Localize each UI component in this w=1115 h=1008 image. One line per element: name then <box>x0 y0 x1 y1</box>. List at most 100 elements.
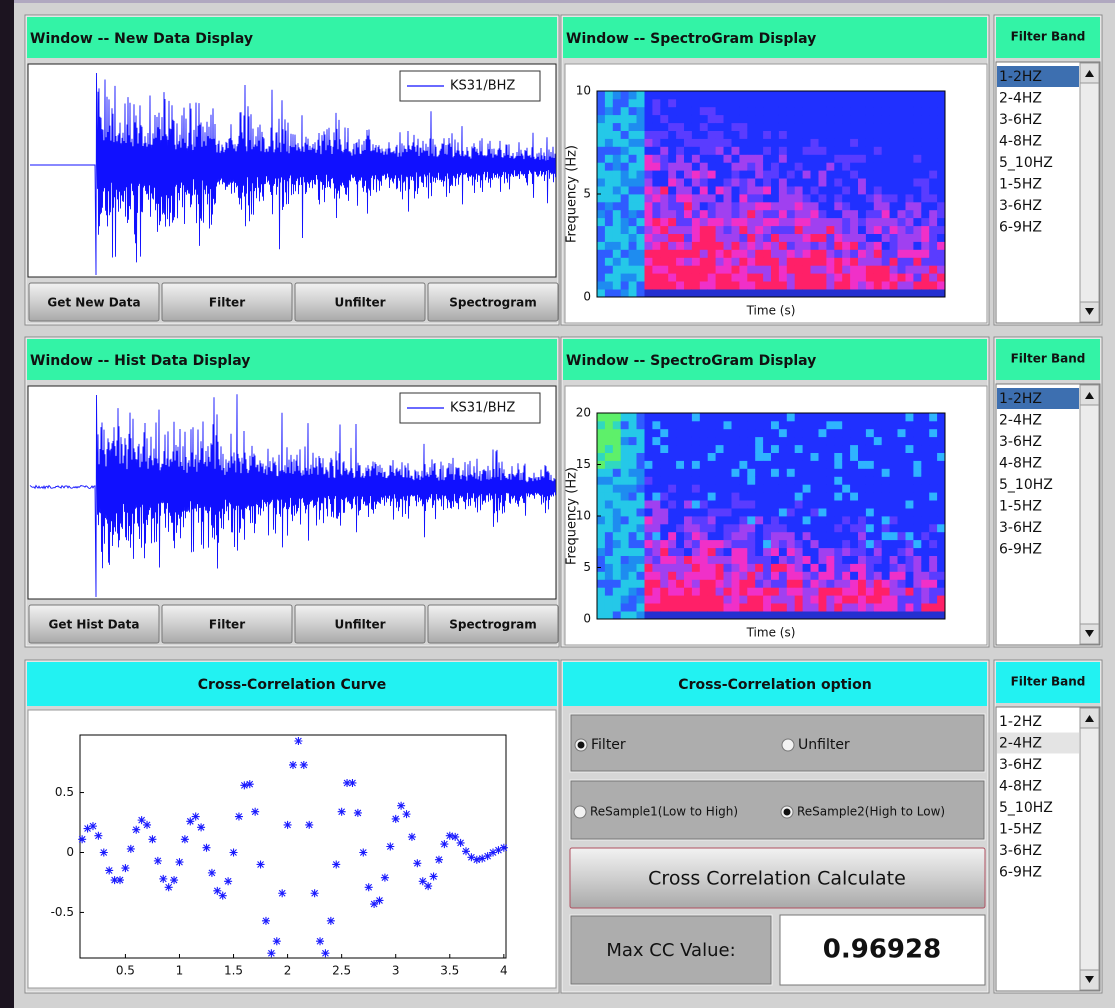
spectrogram-cell <box>819 587 827 595</box>
spectrogram-cell <box>637 469 645 477</box>
spectrogram-cell <box>660 178 668 186</box>
filter-band-item[interactable]: 3-6HZ <box>999 434 1042 450</box>
button-label[interactable]: Get Hist Data <box>48 618 139 632</box>
spectrogram-cell <box>676 516 684 524</box>
spectrogram-cell <box>747 587 755 595</box>
spectrogram-cell <box>874 194 882 202</box>
radio-label[interactable]: Unfilter <box>798 737 850 753</box>
button-label[interactable]: Filter <box>209 296 245 310</box>
spectrogram-cell <box>763 281 771 289</box>
spectrogram-cell <box>621 548 629 556</box>
spectrogram-cell <box>850 154 858 162</box>
spectrogram-cell <box>739 218 747 226</box>
spectrogram-cell <box>826 564 834 572</box>
radio-label[interactable]: Filter <box>591 737 626 753</box>
spectrogram-cell <box>676 508 684 516</box>
spectrogram-cell <box>850 289 858 297</box>
filter-band-item[interactable]: 6-9HZ <box>999 220 1042 236</box>
spectrogram-cell <box>787 226 795 234</box>
spectrogram-cell <box>882 99 890 107</box>
spectrogram-cell <box>684 281 692 289</box>
button-label[interactable]: Unfilter <box>334 618 385 632</box>
filter-band-item[interactable]: 3-6HZ <box>999 112 1042 128</box>
spectrogram-cell <box>866 99 874 107</box>
spectrogram-cell <box>890 532 898 540</box>
button-label[interactable]: Unfilter <box>334 296 385 310</box>
filter-band-item[interactable]: 6-9HZ <box>999 542 1042 558</box>
filter-band-item[interactable]: 3-6HZ <box>999 843 1042 859</box>
filter-band-item[interactable]: 1-2HZ <box>999 714 1042 730</box>
spectrogram-cell <box>850 587 858 595</box>
spectrogram-cell <box>716 265 724 273</box>
spectrogram-cell <box>708 413 716 421</box>
spectrogram-cell <box>732 273 740 281</box>
filter-band-item[interactable]: 2-4HZ <box>999 91 1042 107</box>
spectrogram-cell <box>866 250 874 258</box>
spectrogram-cell <box>637 516 645 524</box>
spectrogram-cell <box>684 123 692 131</box>
spectrogram-cell <box>787 421 795 429</box>
filter-band-item[interactable]: 1-5HZ <box>999 822 1042 838</box>
spectrogram-cell <box>645 445 653 453</box>
button-label[interactable]: Filter <box>209 618 245 632</box>
button-label[interactable]: Get New Data <box>47 296 140 310</box>
spectrogram-cell <box>929 508 937 516</box>
application-window: Window -- New Data DisplayKS31/BHZGet Ne… <box>0 0 1115 1008</box>
spectrogram-cell <box>637 595 645 603</box>
spectrogram-cell <box>668 437 676 445</box>
filter-band-item[interactable]: 4-8HZ <box>999 134 1042 150</box>
spectrogram-cell <box>826 595 834 603</box>
filter-band-item[interactable]: 5_10HZ <box>999 800 1053 816</box>
filter-band-item[interactable]: 1-2HZ <box>999 391 1042 407</box>
spectrogram-cell <box>637 123 645 131</box>
filter-band-item[interactable]: 4-8HZ <box>999 456 1042 472</box>
spectrogram-cell <box>834 210 842 218</box>
spectrogram-cell <box>921 413 929 421</box>
button-label[interactable]: Spectrogram <box>449 296 537 310</box>
spectrogram-cell <box>858 162 866 170</box>
spectrogram-cell <box>660 492 668 500</box>
filter-band-item[interactable]: 1-2HZ <box>999 69 1042 85</box>
filter-band-item[interactable]: 1-5HZ <box>999 499 1042 515</box>
spectrogram-cell <box>732 131 740 139</box>
calculate-button-label[interactable]: Cross Correlation Calculate <box>648 868 906 890</box>
button-label[interactable]: Spectrogram <box>449 618 537 632</box>
filter-band-item[interactable]: 1-5HZ <box>999 177 1042 193</box>
spectrogram-cell <box>716 524 724 532</box>
filter-band-item[interactable]: 5_10HZ <box>999 477 1053 493</box>
filter-band-item[interactable]: 3-6HZ <box>999 520 1042 536</box>
spectrogram-cell <box>708 548 716 556</box>
spectrogram-cell <box>732 524 740 532</box>
spectrogram-cell <box>819 508 827 516</box>
spectrogram-cell <box>660 250 668 258</box>
radio-label[interactable]: ReSample2(High to Low) <box>797 805 945 819</box>
filter-band-item[interactable]: 5_10HZ <box>999 155 1053 171</box>
filter-band-item[interactable]: 2-4HZ <box>999 736 1042 752</box>
radio-button[interactable] <box>782 739 794 751</box>
spectrogram-cell <box>811 178 819 186</box>
spectrogram-cell <box>913 469 921 477</box>
filter-band-item[interactable]: 3-6HZ <box>999 198 1042 214</box>
filter-band-item[interactable]: 6-9HZ <box>999 865 1042 881</box>
spectrogram-cell <box>819 445 827 453</box>
spectrogram-cell <box>874 453 882 461</box>
radio-label[interactable]: ReSample1(Low to High) <box>590 805 738 819</box>
spectrogram-cell <box>724 500 732 508</box>
spectrogram-cell <box>637 242 645 250</box>
spectrogram-cell <box>732 595 740 603</box>
spectrogram-cell <box>732 579 740 587</box>
spectrogram-cell <box>660 289 668 297</box>
filter-band-item[interactable]: 2-4HZ <box>999 413 1042 429</box>
spectrogram-cell <box>937 242 945 250</box>
radio-button[interactable] <box>574 806 586 818</box>
spectrogram-cell <box>629 170 637 178</box>
spectrogram-cell <box>668 250 676 258</box>
spectrogram-cell <box>597 186 605 194</box>
spectrogram-cell <box>660 540 668 548</box>
spectrogram-cell <box>700 91 708 99</box>
filter-band-item[interactable]: 4-8HZ <box>999 779 1042 795</box>
filter-band-item[interactable]: 3-6HZ <box>999 757 1042 773</box>
spectrogram-cell <box>597 572 605 580</box>
spectrogram-cell <box>645 281 653 289</box>
spectrogram-cell <box>755 218 763 226</box>
